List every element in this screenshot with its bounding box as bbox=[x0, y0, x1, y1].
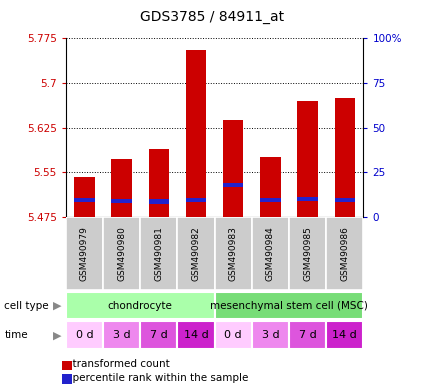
Text: GSM490980: GSM490980 bbox=[117, 226, 126, 281]
Bar bbox=[223, 183, 244, 187]
Bar bbox=[178, 321, 215, 349]
Text: GSM490983: GSM490983 bbox=[229, 226, 238, 281]
Text: GSM490986: GSM490986 bbox=[340, 226, 349, 281]
Text: mesenchymal stem cell (MSC): mesenchymal stem cell (MSC) bbox=[210, 301, 368, 311]
Text: transformed count: transformed count bbox=[66, 359, 170, 369]
Text: 0 d: 0 d bbox=[76, 330, 93, 340]
Bar bbox=[103, 321, 140, 349]
Bar bbox=[334, 198, 355, 202]
Text: GSM490984: GSM490984 bbox=[266, 226, 275, 281]
Text: chondrocyte: chondrocyte bbox=[108, 301, 173, 311]
Text: 3 d: 3 d bbox=[262, 330, 279, 340]
Bar bbox=[260, 198, 281, 202]
Bar bbox=[223, 120, 244, 217]
Bar bbox=[326, 217, 363, 290]
Bar bbox=[149, 149, 169, 217]
Text: GSM490979: GSM490979 bbox=[80, 226, 89, 281]
Bar bbox=[298, 197, 318, 201]
Bar bbox=[149, 199, 169, 204]
Bar bbox=[289, 321, 326, 349]
Bar bbox=[215, 292, 363, 319]
Bar bbox=[74, 198, 95, 202]
Text: 7 d: 7 d bbox=[299, 330, 317, 340]
Bar bbox=[186, 198, 206, 202]
Text: cell type: cell type bbox=[4, 301, 49, 311]
Bar bbox=[140, 321, 178, 349]
Bar bbox=[103, 217, 140, 290]
Bar bbox=[111, 159, 132, 217]
Bar bbox=[186, 50, 206, 217]
Bar bbox=[74, 177, 95, 217]
Text: GDS3785 / 84911_at: GDS3785 / 84911_at bbox=[140, 10, 285, 23]
Text: GSM490981: GSM490981 bbox=[154, 226, 163, 281]
Bar bbox=[215, 217, 252, 290]
Text: GSM490982: GSM490982 bbox=[192, 226, 201, 281]
Bar bbox=[140, 217, 178, 290]
Text: 7 d: 7 d bbox=[150, 330, 168, 340]
Bar bbox=[66, 321, 103, 349]
Text: ▶: ▶ bbox=[53, 330, 62, 340]
Text: 14 d: 14 d bbox=[332, 330, 357, 340]
Text: time: time bbox=[4, 330, 28, 340]
Text: 14 d: 14 d bbox=[184, 330, 208, 340]
Text: 0 d: 0 d bbox=[224, 330, 242, 340]
Bar bbox=[178, 217, 215, 290]
Bar bbox=[289, 217, 326, 290]
Bar bbox=[252, 321, 289, 349]
Bar bbox=[66, 292, 215, 319]
Text: ▶: ▶ bbox=[53, 301, 62, 311]
Bar bbox=[111, 199, 132, 203]
Bar bbox=[334, 98, 355, 217]
Bar bbox=[326, 321, 363, 349]
Bar bbox=[252, 217, 289, 290]
Bar bbox=[66, 217, 103, 290]
Text: GSM490985: GSM490985 bbox=[303, 226, 312, 281]
Text: 3 d: 3 d bbox=[113, 330, 130, 340]
Bar bbox=[298, 101, 318, 217]
Bar bbox=[215, 321, 252, 349]
Text: percentile rank within the sample: percentile rank within the sample bbox=[66, 373, 248, 383]
Bar bbox=[260, 157, 281, 217]
